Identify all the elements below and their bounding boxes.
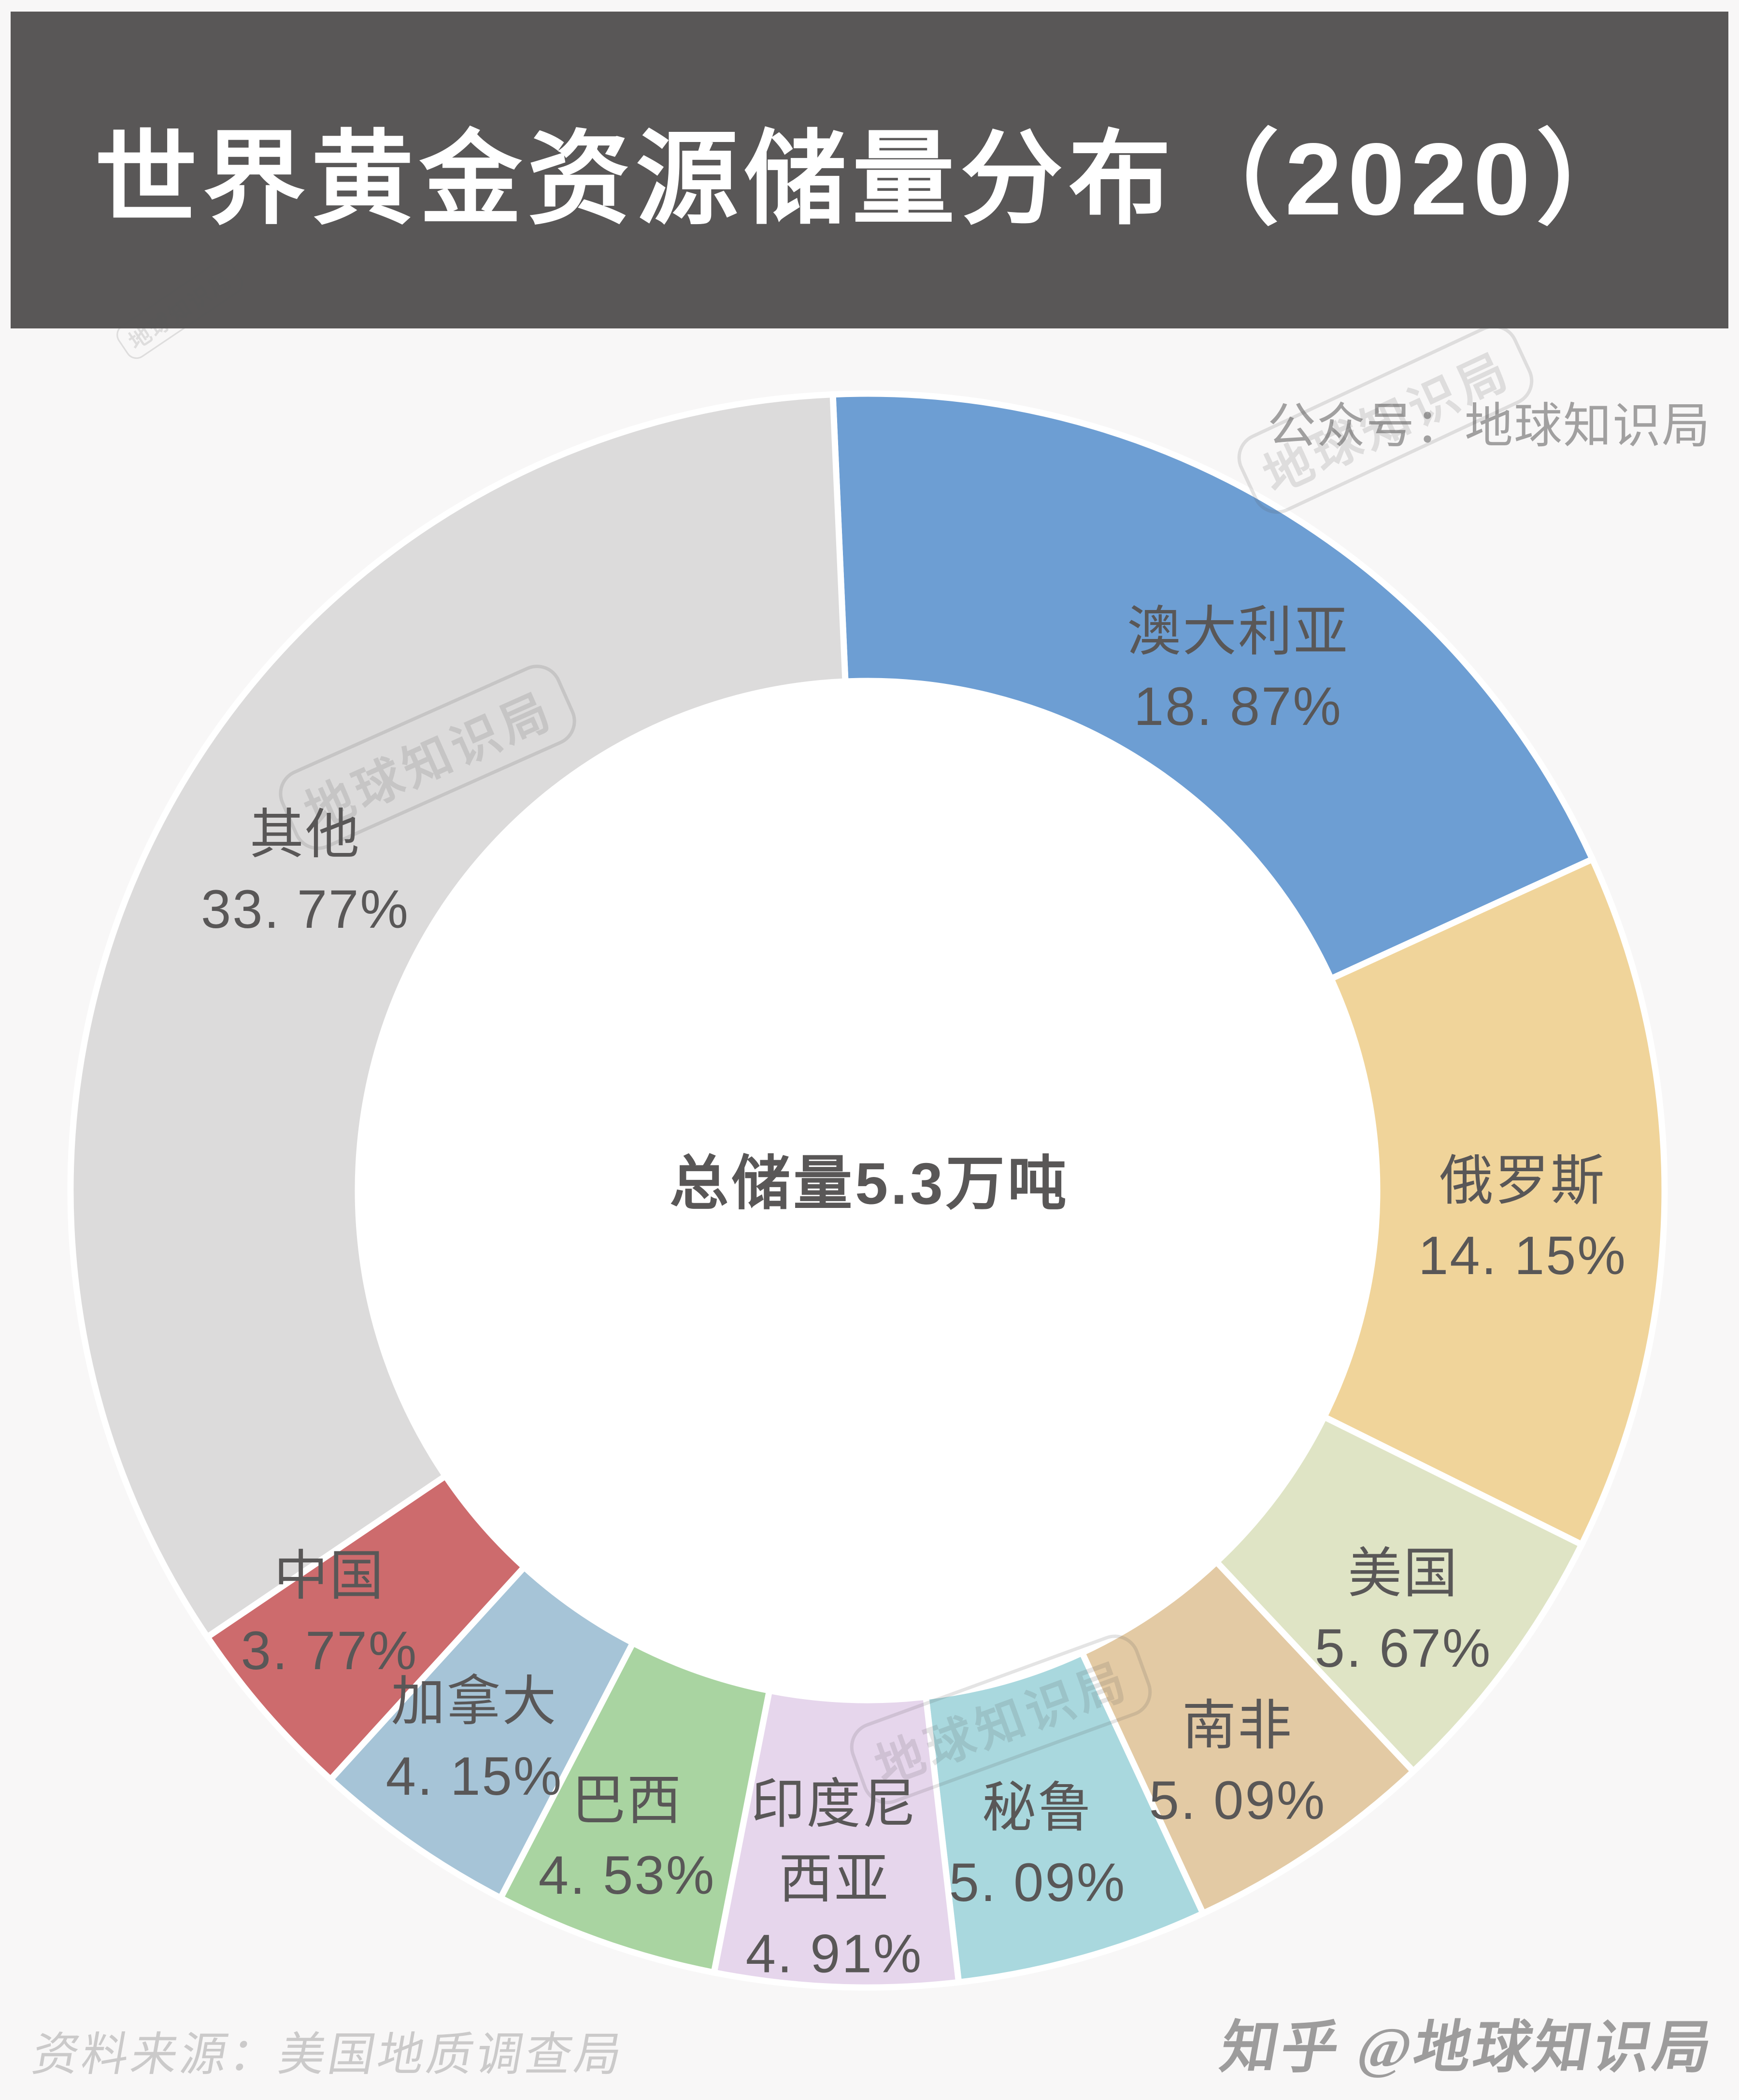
segment-label-澳大利亚: 澳大利亚 18. 87% [1127,594,1349,744]
segment-name: 其他 [249,804,361,865]
official-account-label: 公众号：地球知识局 [1268,399,1711,453]
segment-label-中国: 中国 3. 77% [241,1538,418,1688]
segment-name: 巴西 [571,1770,683,1830]
segment-name: 秘鲁 [982,1777,1093,1838]
header-banner: 世界黄金资源储量分布（2020） [11,12,1728,328]
segment-name: 西亚 [779,1848,890,1909]
segment-label-秘鲁: 秘鲁 5. 09% [949,1770,1126,1920]
segment-percent: 4. 15% [385,1746,563,1806]
segment-percent: 5. 67% [1314,1618,1492,1678]
segment-label-南非: 南非 5. 09% [1149,1688,1326,1838]
segment-name: 美国 [1348,1543,1459,1603]
total-reserves-label: 总储量5.3万吨 [670,1150,1069,1217]
segment-label-其他: 其他 33. 77% [201,797,410,947]
segment-name: 南非 [1182,1695,1293,1756]
page-title: 世界黄金资源储量分布（2020） [95,121,1644,236]
segment-label-俄罗斯: 俄罗斯 14. 15% [1418,1143,1627,1293]
segment-label-加拿大: 加拿大 4. 15% [386,1664,563,1814]
segment-name: 印度尼 [751,1774,918,1834]
segment-name: 俄罗斯 [1439,1150,1606,1211]
segment-name: 澳大利亚 [1127,601,1349,662]
segment-percent: 4. 53% [538,1845,716,1905]
segment-name: 中国 [274,1546,385,1606]
segment-label-美国: 美国 5. 67% [1315,1536,1492,1686]
segment-name: 加拿大 [391,1671,558,1731]
segment-label-印度尼西亚: 印度尼西亚 4. 91% [746,1767,923,1991]
donut-hole [356,680,1379,1702]
source-note: 资料来源：美国地质调查局 [28,2029,629,2081]
segment-percent: 18. 87% [1134,676,1342,737]
segment-percent: 14. 15% [1418,1225,1627,1286]
segment-percent: 4. 91% [745,1923,923,1984]
segment-percent: 33. 77% [201,879,410,939]
credit-note: 知乎 @地球知识局 [1216,2016,1720,2080]
segment-percent: 5. 09% [1149,1770,1326,1830]
segment-label-巴西: 巴西 4. 53% [539,1763,716,1913]
segment-percent: 5. 09% [949,1852,1126,1913]
segment-percent: 3. 77% [241,1620,418,1681]
